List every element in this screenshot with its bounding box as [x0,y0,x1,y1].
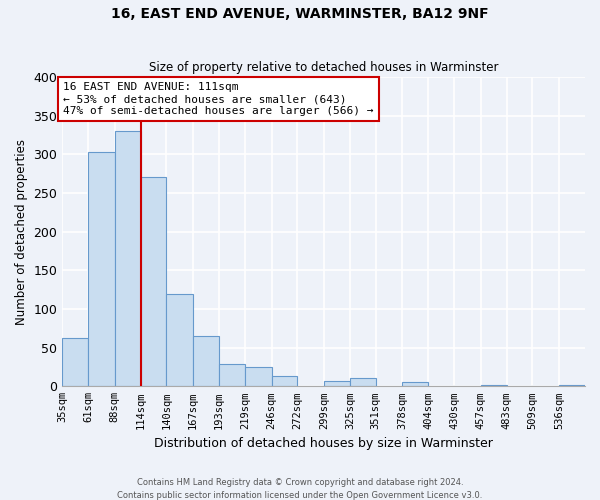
Text: 16 EAST END AVENUE: 111sqm
← 53% of detached houses are smaller (643)
47% of sem: 16 EAST END AVENUE: 111sqm ← 53% of deta… [63,82,374,116]
Bar [219,364,245,386]
Bar [324,381,350,386]
Text: Contains HM Land Registry data © Crown copyright and database right 2024.
Contai: Contains HM Land Registry data © Crown c… [118,478,482,500]
Title: Size of property relative to detached houses in Warminster: Size of property relative to detached ho… [149,62,499,74]
Bar [115,131,140,386]
Bar [481,385,506,386]
Bar [350,378,376,386]
X-axis label: Distribution of detached houses by size in Warminster: Distribution of detached houses by size … [154,437,493,450]
Bar [62,338,88,386]
Bar [245,367,272,386]
Bar [559,385,585,386]
Bar [272,376,298,386]
Bar [403,382,428,386]
Bar [193,336,219,386]
Text: 16, EAST END AVENUE, WARMINSTER, BA12 9NF: 16, EAST END AVENUE, WARMINSTER, BA12 9N… [111,8,489,22]
Bar [88,152,115,386]
Bar [140,177,166,386]
Y-axis label: Number of detached properties: Number of detached properties [15,138,28,324]
Bar [166,294,193,386]
